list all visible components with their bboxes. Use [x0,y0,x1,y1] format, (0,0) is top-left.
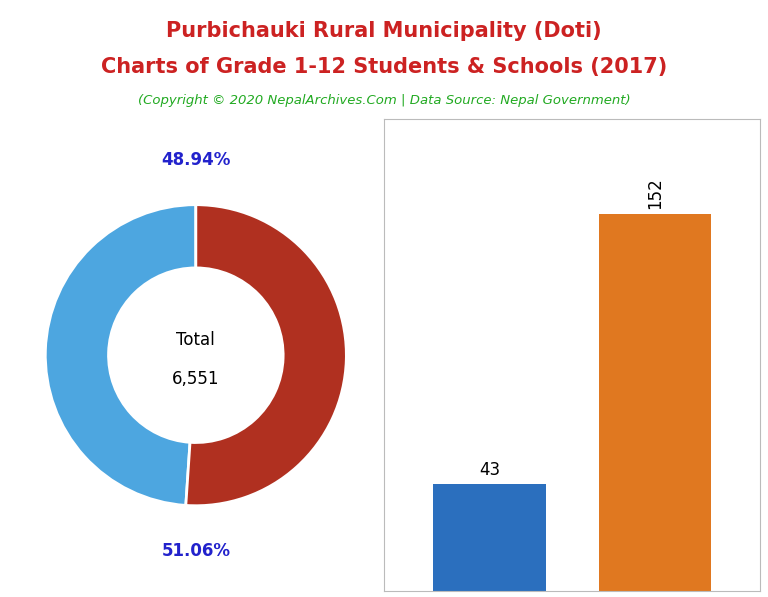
Bar [598,214,711,591]
Text: 51.06%: 51.06% [161,542,230,560]
Wedge shape [186,205,346,506]
Text: Total: Total [177,331,215,349]
Text: 48.94%: 48.94% [161,150,230,168]
Text: 6,551: 6,551 [172,370,220,388]
Text: 43: 43 [478,461,500,479]
Wedge shape [45,205,196,506]
Text: (Copyright © 2020 NepalArchives.Com | Data Source: Nepal Government): (Copyright © 2020 NepalArchives.Com | Da… [137,94,631,107]
Text: Purbichauki Rural Municipality (Doti): Purbichauki Rural Municipality (Doti) [166,21,602,41]
Bar [433,484,546,591]
Legend: Total Schools, Students per School: Total Schools, Students per School [475,595,669,597]
Text: Charts of Grade 1-12 Students & Schools (2017): Charts of Grade 1-12 Students & Schools … [101,57,667,77]
Text: 152: 152 [646,177,664,209]
